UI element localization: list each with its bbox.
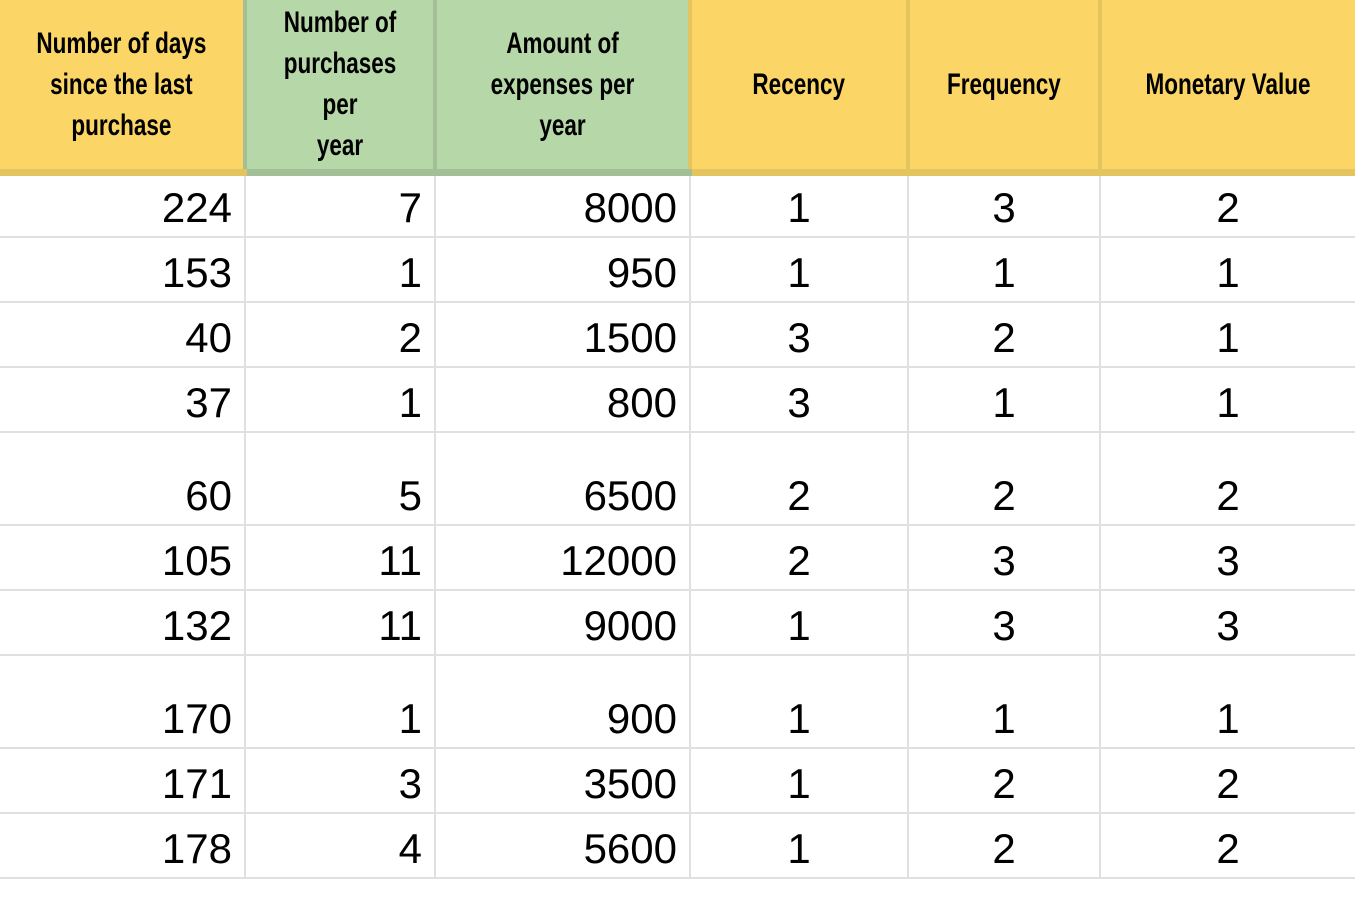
table-cell[interactable]: 1	[907, 237, 1100, 303]
column-header-label: Monetary Value	[1145, 67, 1312, 101]
table-cell[interactable]: 178	[0, 813, 245, 879]
table-cell[interactable]: 1	[689, 172, 908, 238]
column-header-label: Frequency	[947, 67, 1061, 101]
table-cell[interactable]: 2	[689, 432, 908, 526]
column-header-label: Recency	[752, 67, 846, 101]
table-cell[interactable]: 8000	[434, 172, 690, 238]
table-cell[interactable]: 4	[244, 813, 435, 879]
table-cell[interactable]: 11	[244, 590, 435, 656]
table-cell[interactable]: 1	[689, 590, 908, 656]
table-cell[interactable]: 3	[689, 302, 908, 368]
table-row: 37 1 800 3 1 1	[0, 367, 1355, 433]
table-row: 178 4 5600 1 2 2	[0, 813, 1355, 879]
table-row: 170 1 900 1 1 1	[0, 655, 1355, 749]
table-row: 105 11 12000 2 3 3	[0, 525, 1355, 591]
table-cell[interactable]: 3	[689, 367, 908, 433]
table-cell[interactable]: 1	[689, 748, 908, 814]
table-cell[interactable]: 1	[907, 655, 1100, 749]
table-cell[interactable]: 1	[1099, 237, 1355, 303]
table-cell[interactable]: 40	[0, 302, 245, 368]
table-cell[interactable]: 1	[1099, 367, 1355, 433]
table-cell[interactable]: 1	[689, 237, 908, 303]
table-cell[interactable]: 105	[0, 525, 245, 591]
table-cell[interactable]: 3	[1099, 525, 1355, 591]
column-header-monetary-value[interactable]: Monetary Value	[1098, 0, 1355, 176]
table-cell[interactable]: 2	[1099, 813, 1355, 879]
table-cell[interactable]: 170	[0, 655, 245, 749]
table-cell[interactable]: 7	[244, 172, 435, 238]
table-cell[interactable]: 11	[244, 525, 435, 591]
table-cell[interactable]: 9000	[434, 590, 690, 656]
table-cell[interactable]: 3	[1099, 590, 1355, 656]
table-cell[interactable]: 3	[907, 172, 1100, 238]
table-row: 132 11 9000 1 3 3	[0, 590, 1355, 656]
table-body: 224 7 8000 1 3 2 153 1 950 1 1 1 40 2 1500 3 2 1 37 1 800 3 1 1…	[0, 172, 1355, 879]
table-cell[interactable]: 3	[244, 748, 435, 814]
table-cell[interactable]: 3	[907, 525, 1100, 591]
table-cell[interactable]: 2	[907, 813, 1100, 879]
table-row: 60 5 6500 2 2 2	[0, 432, 1355, 526]
column-header-expenses-per-year[interactable]: Amount of expenses per year	[433, 0, 690, 176]
rfm-table: Number of days since the last purchase N…	[0, 0, 1355, 879]
table-cell[interactable]: 3	[907, 590, 1100, 656]
table-cell[interactable]: 2	[1099, 748, 1355, 814]
table-cell[interactable]: 2	[244, 302, 435, 368]
column-header-days-since-last-purchase[interactable]: Number of days since the last purchase	[0, 0, 245, 176]
table-cell[interactable]: 1	[244, 655, 435, 749]
table-cell[interactable]: 2	[907, 432, 1100, 526]
column-header-frequency[interactable]: Frequency	[906, 0, 1100, 176]
table-cell[interactable]: 3500	[434, 748, 690, 814]
table-cell[interactable]: 1	[1099, 302, 1355, 368]
table-cell[interactable]: 37	[0, 367, 245, 433]
table-cell[interactable]: 60	[0, 432, 245, 526]
column-header-recency[interactable]: Recency	[688, 0, 908, 176]
table-cell[interactable]: 171	[0, 748, 245, 814]
table-cell[interactable]: 1	[689, 655, 908, 749]
column-header-label: Number of purchases per year	[283, 6, 397, 163]
table-cell[interactable]: 2	[689, 525, 908, 591]
table-cell[interactable]: 224	[0, 172, 245, 238]
table-cell[interactable]: 12000	[434, 525, 690, 591]
table-cell[interactable]: 900	[434, 655, 690, 749]
table-cell[interactable]: 2	[907, 748, 1100, 814]
table-cell[interactable]: 1	[1099, 655, 1355, 749]
table-cell[interactable]: 2	[1099, 172, 1355, 238]
table-cell[interactable]: 153	[0, 237, 245, 303]
table-cell[interactable]: 1	[244, 367, 435, 433]
table-cell[interactable]: 5	[244, 432, 435, 526]
table-row: 171 3 3500 1 2 2	[0, 748, 1355, 814]
table-row: 40 2 1500 3 2 1	[0, 302, 1355, 368]
table-cell[interactable]: 6500	[434, 432, 690, 526]
table-cell[interactable]: 950	[434, 237, 690, 303]
table-cell[interactable]: 132	[0, 590, 245, 656]
table-cell[interactable]: 2	[1099, 432, 1355, 526]
table-cell[interactable]: 1	[689, 813, 908, 879]
header-row: Number of days since the last purchase N…	[0, 0, 1355, 176]
table-row: 224 7 8000 1 3 2	[0, 172, 1355, 238]
table-cell[interactable]: 2	[907, 302, 1100, 368]
column-header-purchases-per-year[interactable]: Number of purchases per year	[243, 0, 435, 176]
column-header-label: Number of days since the last purchase	[36, 26, 207, 142]
table-cell[interactable]: 1	[907, 367, 1100, 433]
table-cell[interactable]: 800	[434, 367, 690, 433]
column-header-label: Amount of expenses per year	[490, 26, 635, 142]
table-row: 153 1 950 1 1 1	[0, 237, 1355, 303]
table-cell[interactable]: 5600	[434, 813, 690, 879]
table-cell[interactable]: 1500	[434, 302, 690, 368]
table-cell[interactable]: 1	[244, 237, 435, 303]
